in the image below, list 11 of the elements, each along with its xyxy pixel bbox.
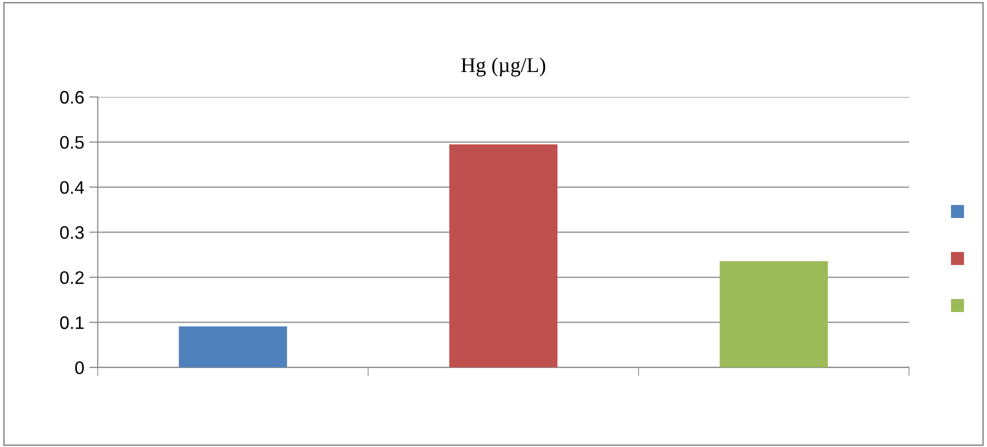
y-tick-label: 0.2 bbox=[60, 271, 84, 284]
bar bbox=[449, 144, 558, 368]
y-tick-label: 0.4 bbox=[60, 181, 84, 194]
y-tick-label: 0 bbox=[75, 361, 84, 374]
y-tick-label: 0.1 bbox=[60, 316, 84, 330]
y-tick-label: 0.3 bbox=[60, 226, 84, 239]
bar bbox=[178, 326, 288, 368]
chart-title: Hg (µg/L) bbox=[461, 58, 546, 76]
y-tick-label: 0.5 bbox=[60, 136, 84, 149]
bar bbox=[720, 261, 828, 368]
y-tick-label: 0.6 bbox=[60, 90, 84, 104]
